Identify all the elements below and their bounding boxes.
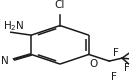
Text: Cl: Cl (55, 0, 65, 10)
Text: O: O (89, 59, 97, 69)
Text: F: F (111, 72, 117, 82)
Text: F: F (124, 63, 129, 73)
Text: H$_2$N: H$_2$N (3, 19, 24, 33)
Text: N: N (1, 56, 9, 66)
Text: F: F (113, 48, 119, 58)
